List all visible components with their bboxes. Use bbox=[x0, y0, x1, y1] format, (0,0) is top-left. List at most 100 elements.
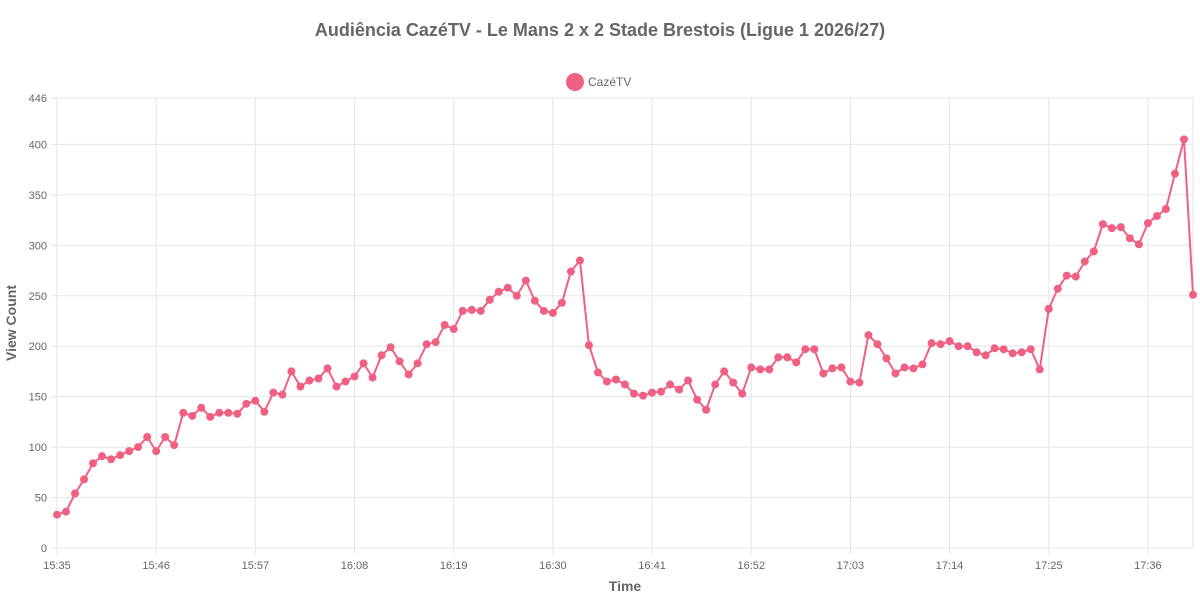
data-point[interactable] bbox=[684, 376, 693, 385]
data-point[interactable] bbox=[738, 389, 747, 398]
data-point[interactable] bbox=[648, 388, 657, 397]
data-point[interactable] bbox=[1107, 224, 1116, 233]
data-point[interactable] bbox=[251, 396, 260, 405]
data-point[interactable] bbox=[566, 267, 575, 276]
data-point[interactable] bbox=[1089, 247, 1098, 256]
data-point[interactable] bbox=[621, 380, 629, 389]
data-point[interactable] bbox=[242, 399, 251, 408]
data-point[interactable] bbox=[548, 308, 557, 317]
data-point[interactable] bbox=[449, 325, 458, 334]
data-point[interactable] bbox=[702, 405, 711, 414]
data-point[interactable] bbox=[882, 354, 891, 363]
data-point[interactable] bbox=[440, 321, 449, 330]
data-point[interactable] bbox=[1062, 271, 1071, 280]
data-point[interactable] bbox=[593, 368, 602, 377]
data-point[interactable] bbox=[729, 378, 738, 387]
data-point[interactable] bbox=[972, 348, 981, 357]
data-point[interactable] bbox=[1026, 345, 1035, 354]
data-point[interactable] bbox=[422, 340, 431, 349]
data-point[interactable] bbox=[1080, 257, 1089, 266]
data-point[interactable] bbox=[846, 377, 855, 386]
data-point[interactable] bbox=[188, 411, 197, 420]
data-point[interactable] bbox=[675, 385, 684, 394]
data-point[interactable] bbox=[756, 365, 765, 374]
data-point[interactable] bbox=[819, 369, 828, 378]
data-point[interactable] bbox=[539, 306, 548, 315]
data-point[interactable] bbox=[467, 305, 476, 314]
data-point[interactable] bbox=[801, 345, 810, 354]
data-point[interactable] bbox=[134, 443, 143, 452]
data-point[interactable] bbox=[1017, 348, 1026, 357]
data-point[interactable] bbox=[98, 452, 107, 461]
data-point[interactable] bbox=[215, 408, 224, 417]
data-point[interactable] bbox=[71, 489, 80, 498]
data-point[interactable] bbox=[62, 507, 71, 516]
data-point[interactable] bbox=[1053, 284, 1062, 293]
data-point[interactable] bbox=[945, 337, 954, 346]
data-point[interactable] bbox=[143, 433, 152, 442]
data-point[interactable] bbox=[494, 287, 503, 296]
data-point[interactable] bbox=[918, 360, 927, 369]
data-point[interactable] bbox=[602, 377, 611, 386]
data-point[interactable] bbox=[125, 447, 134, 456]
data-point[interactable] bbox=[359, 359, 368, 368]
data-point[interactable] bbox=[963, 342, 972, 351]
data-point[interactable] bbox=[783, 353, 792, 362]
data-point[interactable] bbox=[377, 351, 386, 360]
data-point[interactable] bbox=[1161, 204, 1170, 213]
data-point[interactable] bbox=[666, 380, 675, 389]
data-point[interactable] bbox=[161, 433, 170, 442]
data-point[interactable] bbox=[107, 455, 116, 464]
data-point[interactable] bbox=[278, 390, 287, 399]
data-point[interactable] bbox=[368, 373, 377, 382]
data-point[interactable] bbox=[747, 363, 756, 372]
data-point[interactable] bbox=[503, 283, 512, 292]
data-point[interactable] bbox=[170, 441, 179, 450]
data-point[interactable] bbox=[765, 365, 774, 374]
data-point[interactable] bbox=[521, 276, 530, 285]
data-point[interactable] bbox=[792, 358, 801, 367]
data-point[interactable] bbox=[1116, 223, 1125, 232]
data-point[interactable] bbox=[116, 451, 125, 460]
data-point[interactable] bbox=[927, 339, 936, 348]
data-point[interactable] bbox=[657, 387, 666, 396]
data-point[interactable] bbox=[1170, 169, 1179, 178]
data-point[interactable] bbox=[936, 340, 945, 349]
data-point[interactable] bbox=[413, 359, 422, 368]
data-point[interactable] bbox=[314, 374, 323, 383]
legend[interactable]: CazéTV bbox=[566, 73, 631, 91]
data-point[interactable] bbox=[855, 378, 864, 387]
data-point[interactable] bbox=[557, 298, 566, 307]
data-point[interactable] bbox=[864, 331, 873, 340]
data-point[interactable] bbox=[1098, 220, 1107, 229]
data-point[interactable] bbox=[476, 306, 485, 315]
data-point[interactable] bbox=[233, 409, 242, 418]
data-point[interactable] bbox=[224, 408, 233, 417]
data-point[interactable] bbox=[512, 291, 521, 300]
data-point[interactable] bbox=[458, 306, 467, 315]
data-point[interactable] bbox=[837, 363, 846, 372]
data-point[interactable] bbox=[386, 343, 395, 352]
data-point[interactable] bbox=[630, 389, 639, 398]
data-point[interactable] bbox=[269, 388, 278, 397]
data-point[interactable] bbox=[152, 447, 161, 456]
data-point[interactable] bbox=[1125, 234, 1134, 243]
data-point[interactable] bbox=[485, 295, 494, 304]
data-point[interactable] bbox=[1189, 290, 1197, 299]
data-point[interactable] bbox=[431, 338, 440, 347]
data-point[interactable] bbox=[530, 296, 539, 305]
data-point[interactable] bbox=[305, 376, 314, 385]
data-point[interactable] bbox=[89, 459, 98, 468]
data-point[interactable] bbox=[1008, 349, 1017, 358]
data-point[interactable] bbox=[197, 403, 206, 412]
data-point[interactable] bbox=[1143, 219, 1152, 228]
data-point[interactable] bbox=[260, 407, 269, 416]
data-point[interactable] bbox=[296, 382, 305, 391]
data-point[interactable] bbox=[611, 375, 620, 384]
data-point[interactable] bbox=[323, 364, 332, 373]
data-point[interactable] bbox=[80, 475, 89, 484]
data-point[interactable] bbox=[954, 342, 963, 351]
data-point[interactable] bbox=[900, 363, 909, 372]
data-point[interactable] bbox=[287, 367, 296, 376]
data-point[interactable] bbox=[639, 391, 648, 400]
